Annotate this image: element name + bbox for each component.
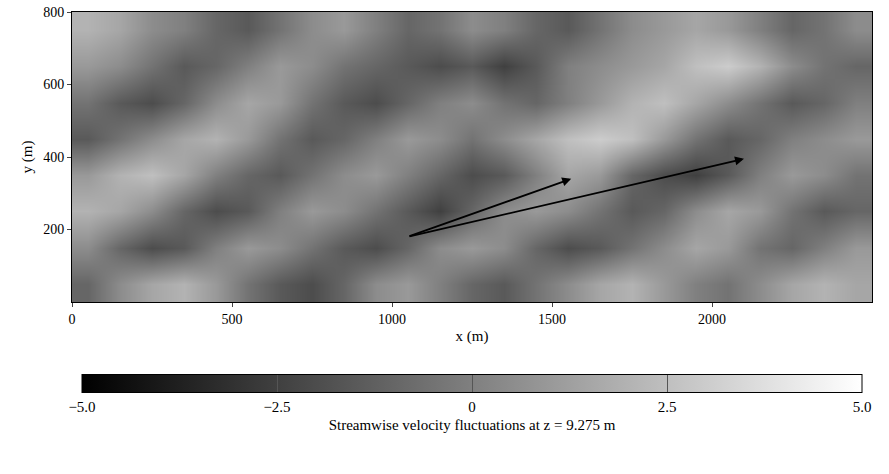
svg-text:y (m): y (m) xyxy=(19,141,36,174)
svg-text:1000: 1000 xyxy=(378,312,406,327)
svg-text:0: 0 xyxy=(69,312,76,327)
svg-text:500: 500 xyxy=(222,312,243,327)
svg-text:800: 800 xyxy=(43,5,64,20)
svg-text:600: 600 xyxy=(43,77,64,92)
svg-text:2000: 2000 xyxy=(698,312,726,327)
svg-text:400: 400 xyxy=(43,150,64,165)
svg-text:1500: 1500 xyxy=(538,312,566,327)
svg-text:Streamwise velocity fluctuatio: Streamwise velocity fluctuations at z = … xyxy=(329,417,616,433)
svg-text:−2.5: −2.5 xyxy=(263,399,290,415)
svg-text:200: 200 xyxy=(43,222,64,237)
svg-text:x (m): x (m) xyxy=(456,328,489,345)
svg-text:5.0: 5.0 xyxy=(853,399,872,415)
svg-text:−5.0: −5.0 xyxy=(68,399,95,415)
svg-text:0: 0 xyxy=(468,399,476,415)
svg-text:2.5: 2.5 xyxy=(658,399,677,415)
